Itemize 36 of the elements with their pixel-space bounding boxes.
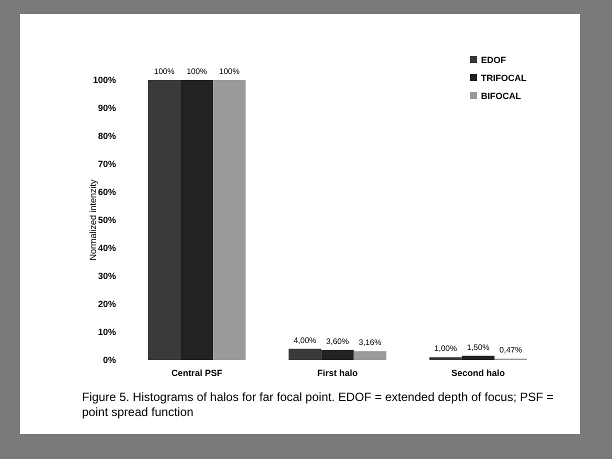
data-label: 3,16%	[358, 338, 382, 348]
bar	[213, 80, 246, 360]
bar	[180, 80, 214, 360]
x-tick-label: First halo	[317, 368, 358, 378]
bar	[429, 357, 462, 360]
y-tick-label: 90%	[98, 103, 116, 114]
x-tick-label: Central PSF	[171, 368, 223, 378]
y-tick-label: 0%	[102, 355, 116, 366]
data-label: 1,50%	[466, 342, 490, 352]
legend-label: BIFOCAL	[481, 91, 522, 102]
y-tick-label: 50%	[98, 215, 116, 226]
x-tick-label: Second halo	[451, 368, 506, 378]
data-label: 100%	[154, 67, 174, 76]
data-label: 3,60%	[326, 336, 349, 346]
data-label: 100%	[219, 67, 240, 76]
y-tick-label: 30%	[98, 271, 116, 282]
y-tick-label: 80%	[98, 131, 116, 142]
legend-label: EDOF	[481, 55, 507, 66]
caption: Figure 5. Histograms of halos for far focal point. EDOF = extended depth of focus; PSF = point spread function	[82, 390, 555, 420]
y-tick-label: 60%	[98, 187, 116, 198]
bar	[321, 350, 354, 360]
y-axis-title: Normalized intenzity	[88, 178, 98, 261]
y-tick-label: 100%	[92, 75, 116, 86]
data-label: 1,00%	[434, 344, 457, 354]
data-label: 100%	[186, 67, 208, 76]
bar	[148, 80, 181, 360]
bar	[462, 356, 494, 360]
y-tick-label: 10%	[98, 327, 116, 338]
bar	[354, 351, 386, 360]
y-tick-label: 40%	[98, 243, 116, 254]
data-label: 0,47%	[499, 346, 522, 355]
legend-label: TRIFOCAL	[481, 73, 527, 84]
y-tick-label: 20%	[98, 299, 116, 310]
bar	[288, 348, 322, 360]
data-label: 4,00%	[294, 336, 316, 345]
y-tick-label: 70%	[98, 159, 116, 170]
